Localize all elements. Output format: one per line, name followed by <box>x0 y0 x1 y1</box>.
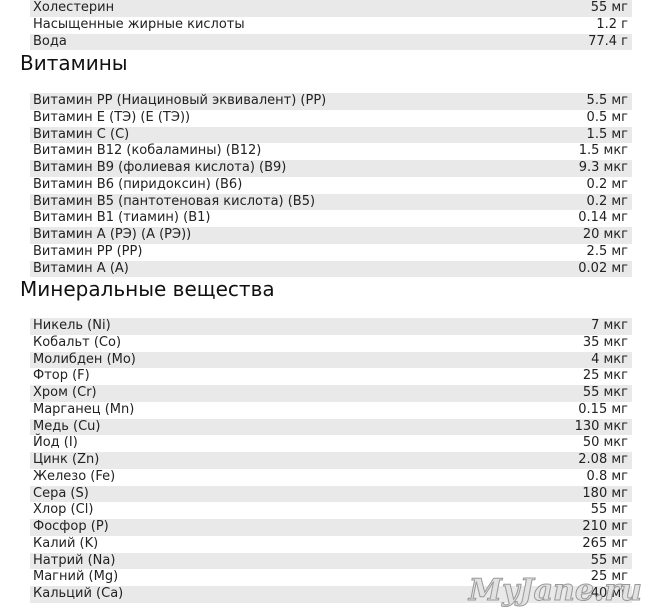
row-value: 5.5 мг <box>586 93 628 108</box>
table-row: Витамин A (A) 0.02 мг <box>30 260 632 278</box>
row-name: Сера (S) <box>33 485 89 501</box>
row-name: Медь (Cu) <box>33 418 101 434</box>
row-name: Витамин B6 (пиридоксин) (B6) <box>33 176 243 192</box>
row-value: 50 мкг <box>582 435 628 451</box>
row-value: 0.2 мг <box>586 193 628 209</box>
table-row: Никель (Ni) 7 мкг <box>30 318 632 335</box>
row-value: 55 мг <box>590 502 628 518</box>
section-heading: Минеральные вещества <box>20 277 275 301</box>
row-value: 180 мг <box>582 485 628 501</box>
table-row: Витамин B12 (кобаламины) (B12) 1.5 мкг <box>30 143 632 160</box>
row-value: 20 мкг <box>582 227 628 242</box>
table-row: Витамин B9 (фолиевая кислота) (B9) 9.3 мк… <box>30 160 632 177</box>
table-row: Насыщенные жирные кислоты 1.2 г <box>30 17 632 34</box>
row-value: 130 мкг <box>574 418 628 434</box>
row-name: Витамин PP (PP) <box>33 243 143 259</box>
row-name: Хлор (Cl) <box>33 502 94 518</box>
row-value: 9.3 мкг <box>578 160 628 175</box>
table-row: Вода 77.4 г <box>30 33 632 51</box>
row-name: Витамин A (A) <box>33 260 129 276</box>
table-row: Кобальт (Co) 35 мкг <box>30 335 632 352</box>
table-row: Кальций (Ca) 40 мг <box>30 586 632 603</box>
table-row: Магний (Mg) 25 мг <box>30 569 632 586</box>
row-name: Кобальт (Co) <box>33 334 122 350</box>
row-name: Магний (Mg) <box>33 569 119 585</box>
table-row: Витамин B5 (пантотеновая кислота) (B5) 0.… <box>30 193 632 211</box>
table-row: Витамин A (РЭ) (A (РЭ)) 20 мкг <box>30 227 632 244</box>
row-value: 25 мкг <box>582 368 628 384</box>
table-row: Фосфор (P) 210 мг <box>30 519 632 536</box>
table-row: Витамин B1 (тиамин) (B1) 0.14 мг <box>30 210 632 227</box>
row-name: Железо (Fe) <box>33 468 116 484</box>
row-name: Витамин A (РЭ) (A (РЭ)) <box>33 227 192 242</box>
row-value: 4 мкг <box>591 351 628 367</box>
table-row: Сера (S) 180 мг <box>30 485 632 503</box>
table-row: Хром (Cr) 55 мкг <box>30 385 632 402</box>
row-name: Витамин B9 (фолиевая кислота) (B9) <box>33 160 287 175</box>
row-value: 25 мг <box>590 569 628 585</box>
table-row: Витамин E (ТЭ) (E (ТЭ)) 0.5 мг <box>30 110 632 127</box>
row-value: 210 мг <box>582 519 628 534</box>
row-value: 7 мкг <box>591 318 628 333</box>
row-value: 265 мг <box>582 535 628 551</box>
row-value: 55 мкг <box>582 385 628 400</box>
table-row: Натрий (Na) 55 мг <box>30 552 632 570</box>
table-row: Хлор (Cl) 55 мг <box>30 502 632 519</box>
row-value: 40 мг <box>590 586 628 601</box>
row-name: Кальций (Ca) <box>33 586 124 601</box>
row-name: Витамин B1 (тиамин) (B1) <box>33 210 211 226</box>
table-row: Фтор (F) 25 мкг <box>30 368 632 385</box>
row-name: Вода <box>33 33 67 49</box>
row-value: 2.08 мг <box>578 452 628 467</box>
row-name: Натрий (Na) <box>33 552 116 568</box>
table-row: Медь (Cu) 130 мкг <box>30 418 632 436</box>
table-row: Йод (I) 50 мкг <box>30 435 632 452</box>
row-name: Витамин E (ТЭ) (E (ТЭ)) <box>33 109 191 125</box>
row-value: 0.14 мг <box>578 210 628 226</box>
row-value: 1.5 мг <box>586 126 628 142</box>
row-value: 1.5 мкг <box>578 143 628 159</box>
watermark: MyJane.ru <box>468 573 642 609</box>
row-value: 35 мкг <box>582 334 628 350</box>
table-row: Железо (Fe) 0.8 мг <box>30 469 632 486</box>
row-name: Витамин B5 (пантотеновая кислота) (B5) <box>33 193 316 209</box>
row-value: 0.8 мг <box>586 468 628 484</box>
row-value: 1.2 г <box>596 16 628 32</box>
row-name: Калий (K) <box>33 535 99 551</box>
row-name: Насыщенные жирные кислоты <box>33 16 245 32</box>
row-value: 0.15 мг <box>578 401 628 417</box>
row-name: Хром (Cr) <box>33 385 97 400</box>
row-value: 2.5 мг <box>586 243 628 259</box>
row-name: Витамин PP (Ниациновый эквивалент) (PP) <box>33 93 327 108</box>
row-name: Холестерин <box>33 0 115 15</box>
row-name: Марганец (Mn) <box>33 401 135 417</box>
row-value: 55 мг <box>590 0 628 15</box>
table-row: Витамин C (C) 1.5 мг <box>30 126 632 144</box>
row-value: 0.2 мг <box>586 176 628 192</box>
row-name: Никель (Ni) <box>33 318 111 333</box>
row-name: Витамин B12 (кобаламины) (B12) <box>33 143 262 159</box>
row-value: 77.4 г <box>588 33 628 49</box>
row-name: Йод (I) <box>33 435 78 451</box>
table-row: Цинк (Zn) 2.08 мг <box>30 452 632 469</box>
table-row: Витамин PP (Ниациновый эквивалент) (PP) 5… <box>30 93 632 110</box>
table-row: Холестерин 55 мг <box>30 0 632 17</box>
section-heading: Витамины <box>20 51 128 75</box>
table-row: Молибден (Mo) 4 мкг <box>30 351 632 369</box>
row-name: Молибден (Mo) <box>33 351 136 367</box>
table-row: Витамин PP (PP) 2.5 мг <box>30 244 632 261</box>
row-name: Витамин C (C) <box>33 126 130 142</box>
row-name: Фосфор (P) <box>33 519 109 534</box>
row-value: 0.5 мг <box>586 109 628 125</box>
row-name: Фтор (F) <box>33 368 90 384</box>
table-row: Калий (K) 265 мг <box>30 536 632 553</box>
row-value: 0.02 мг <box>578 260 628 276</box>
table-row: Витамин B6 (пиридоксин) (B6) 0.2 мг <box>30 177 632 194</box>
table-row: Марганец (Mn) 0.15 мг <box>30 402 632 419</box>
row-name: Цинк (Zn) <box>33 452 100 467</box>
row-value: 55 мг <box>590 552 628 568</box>
